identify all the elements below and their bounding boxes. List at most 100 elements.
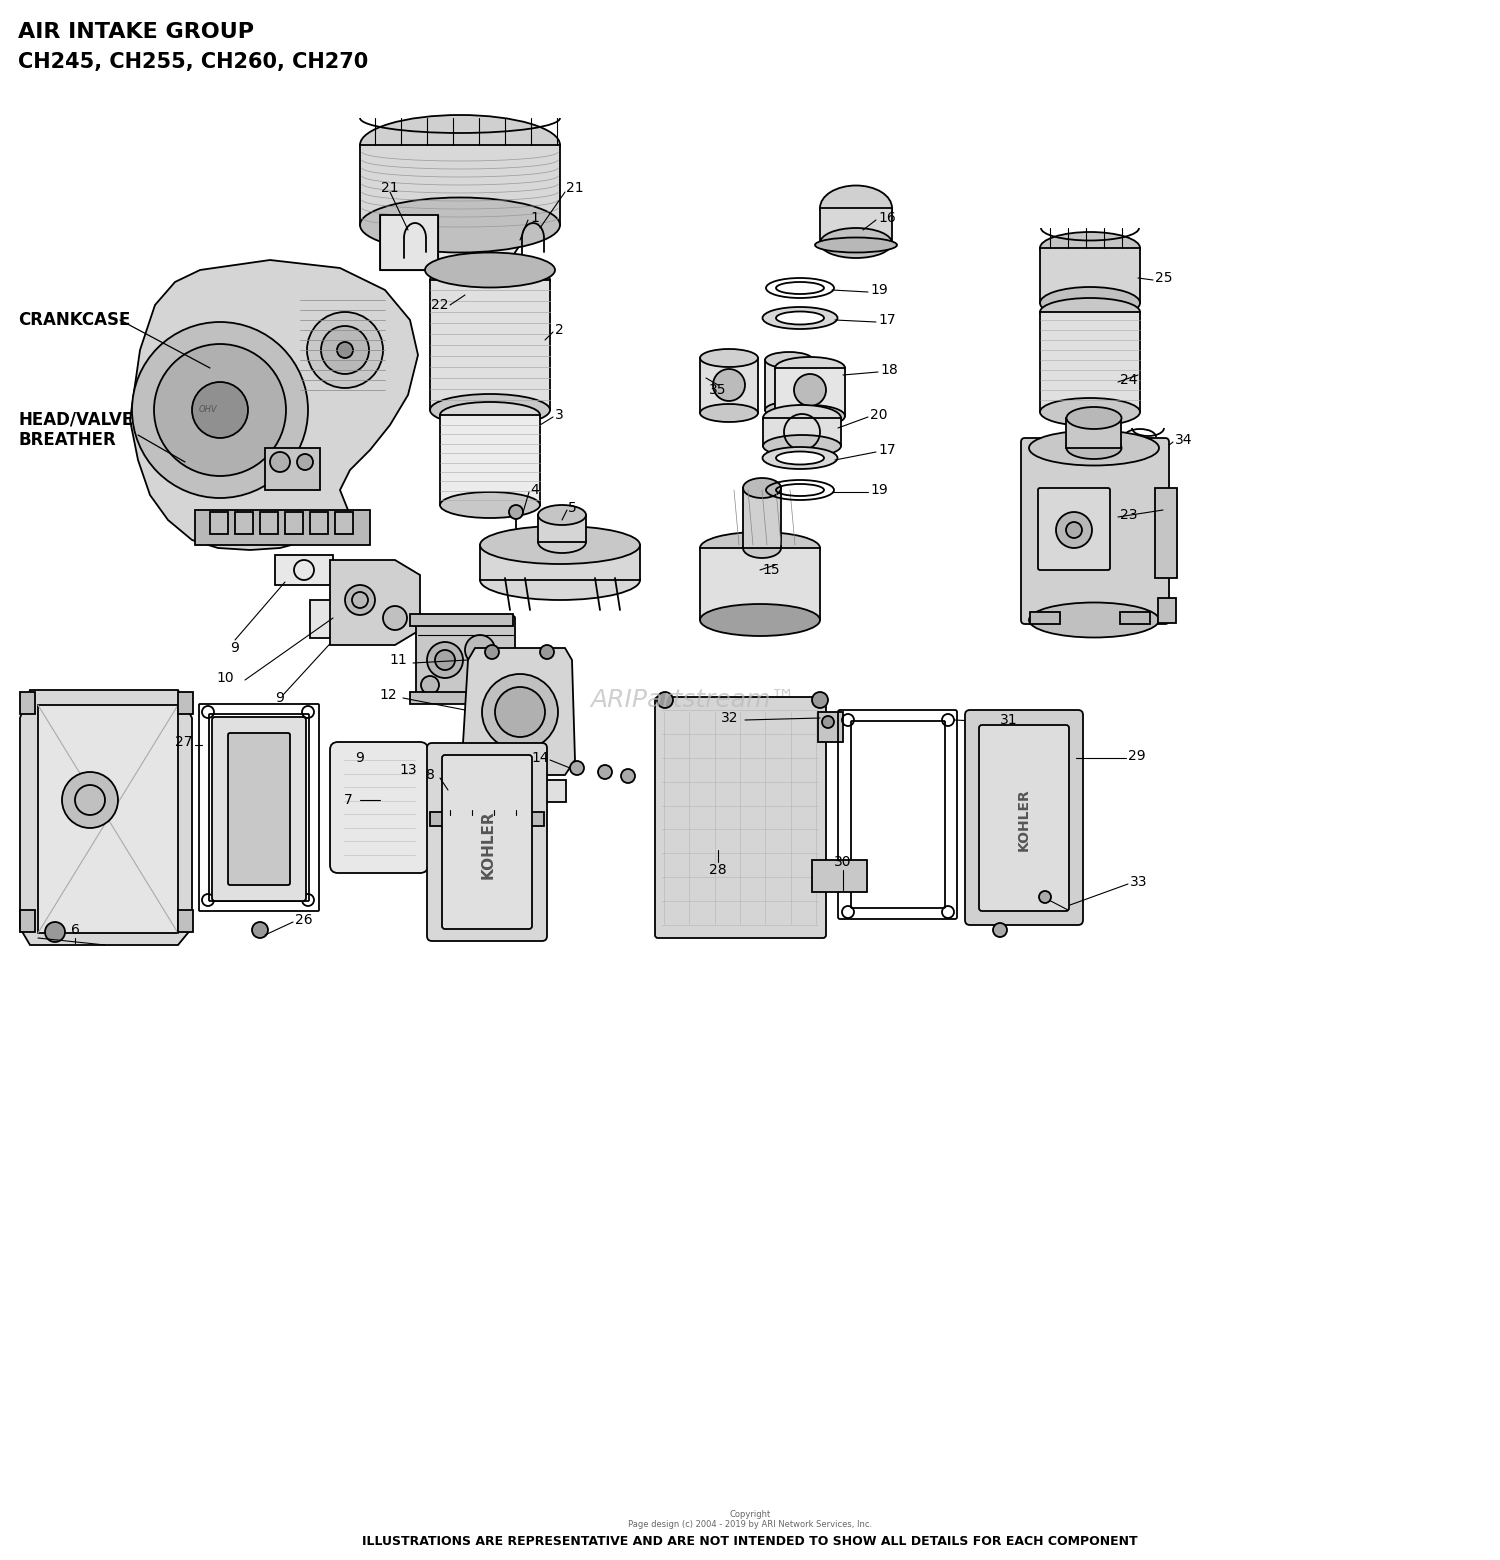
Bar [764, 418, 842, 446]
Ellipse shape [765, 402, 813, 418]
Text: 33: 33 [1130, 875, 1148, 889]
Bar [430, 279, 550, 410]
Ellipse shape [1040, 298, 1140, 326]
Text: 12: 12 [380, 688, 398, 702]
FancyBboxPatch shape [1022, 438, 1168, 624]
Circle shape [321, 326, 369, 374]
Bar [274, 555, 333, 585]
Ellipse shape [430, 264, 550, 296]
Ellipse shape [1029, 602, 1160, 638]
Text: 22: 22 [430, 298, 448, 312]
Text: ILLUSTRATIONS ARE REPRESENTATIVE AND ARE NOT INTENDED TO SHOW ALL DETAILS FOR EA: ILLUSTRATIONS ARE REPRESENTATIVE AND ARE… [362, 1535, 1138, 1548]
Circle shape [308, 312, 382, 388]
Circle shape [382, 605, 406, 630]
Text: 7: 7 [344, 792, 352, 807]
Bar [700, 357, 758, 413]
Polygon shape [462, 647, 574, 775]
Text: 15: 15 [762, 563, 780, 577]
Bar [1158, 597, 1176, 622]
Bar [266, 448, 320, 490]
Text: 9: 9 [356, 750, 364, 764]
FancyBboxPatch shape [416, 616, 514, 700]
Ellipse shape [1066, 407, 1122, 429]
Bar [410, 615, 513, 626]
Circle shape [621, 769, 634, 783]
Circle shape [509, 505, 524, 519]
Circle shape [297, 454, 314, 470]
Circle shape [540, 644, 554, 658]
Bar [285, 512, 303, 534]
Circle shape [1040, 891, 1052, 903]
Text: 21: 21 [381, 181, 399, 195]
Text: CRANKCASE: CRANKCASE [18, 310, 130, 329]
Text: HEAD/VALVE
BREATHER: HEAD/VALVE BREATHER [18, 410, 134, 449]
Ellipse shape [700, 604, 820, 636]
Text: 14: 14 [531, 750, 549, 764]
Bar [178, 909, 194, 931]
Bar [742, 488, 782, 548]
Text: KOHLER: KOHLER [1017, 789, 1031, 852]
Circle shape [45, 922, 64, 942]
Text: 25: 25 [1155, 271, 1173, 285]
Bar [380, 215, 438, 270]
Text: 27: 27 [176, 735, 194, 749]
Ellipse shape [821, 186, 892, 231]
Bar [236, 512, 254, 534]
Text: AIR INTAKE GROUP: AIR INTAKE GROUP [18, 22, 254, 42]
Bar [410, 693, 513, 704]
Text: 17: 17 [878, 314, 896, 328]
Bar [538, 515, 586, 541]
FancyBboxPatch shape [211, 718, 306, 902]
Text: 16: 16 [878, 211, 896, 225]
Text: 1: 1 [530, 211, 538, 225]
Bar [430, 813, 544, 825]
Ellipse shape [360, 115, 560, 175]
Circle shape [822, 716, 834, 729]
Text: 18: 18 [880, 363, 897, 378]
Bar [776, 368, 844, 417]
Circle shape [345, 585, 375, 615]
Bar [178, 693, 194, 714]
FancyBboxPatch shape [228, 733, 290, 885]
Ellipse shape [700, 532, 820, 565]
Bar [812, 860, 867, 892]
Circle shape [812, 693, 828, 708]
Bar [1030, 612, 1060, 624]
Text: OHV: OHV [198, 406, 217, 413]
Circle shape [712, 370, 746, 401]
Circle shape [427, 643, 464, 679]
Bar [360, 145, 560, 225]
Polygon shape [130, 261, 419, 551]
Bar [195, 510, 370, 544]
Text: Copyright: Copyright [729, 1510, 771, 1519]
Circle shape [794, 374, 826, 406]
Text: 9: 9 [276, 691, 285, 705]
Ellipse shape [424, 253, 555, 287]
Ellipse shape [776, 312, 824, 324]
Text: 24: 24 [1120, 373, 1137, 387]
Ellipse shape [700, 404, 758, 423]
Ellipse shape [776, 451, 824, 465]
Text: CH245, CH255, CH260, CH270: CH245, CH255, CH260, CH270 [18, 51, 369, 72]
Bar [1155, 488, 1178, 579]
Ellipse shape [538, 505, 586, 526]
Text: 9: 9 [231, 641, 240, 655]
Text: 17: 17 [878, 443, 896, 457]
Text: 4: 4 [530, 484, 538, 498]
Ellipse shape [762, 307, 837, 329]
Bar [1040, 312, 1140, 412]
Text: 31: 31 [1000, 713, 1017, 727]
Text: 13: 13 [399, 763, 417, 777]
Circle shape [482, 674, 558, 750]
Text: 29: 29 [1128, 749, 1146, 763]
FancyBboxPatch shape [1038, 488, 1110, 569]
Ellipse shape [440, 402, 540, 427]
Text: 35: 35 [710, 384, 726, 396]
Ellipse shape [742, 538, 782, 558]
Bar [821, 207, 892, 243]
Circle shape [338, 342, 352, 357]
Text: 19: 19 [870, 282, 888, 296]
Bar [1120, 612, 1150, 624]
Circle shape [62, 772, 118, 828]
Ellipse shape [776, 406, 844, 427]
